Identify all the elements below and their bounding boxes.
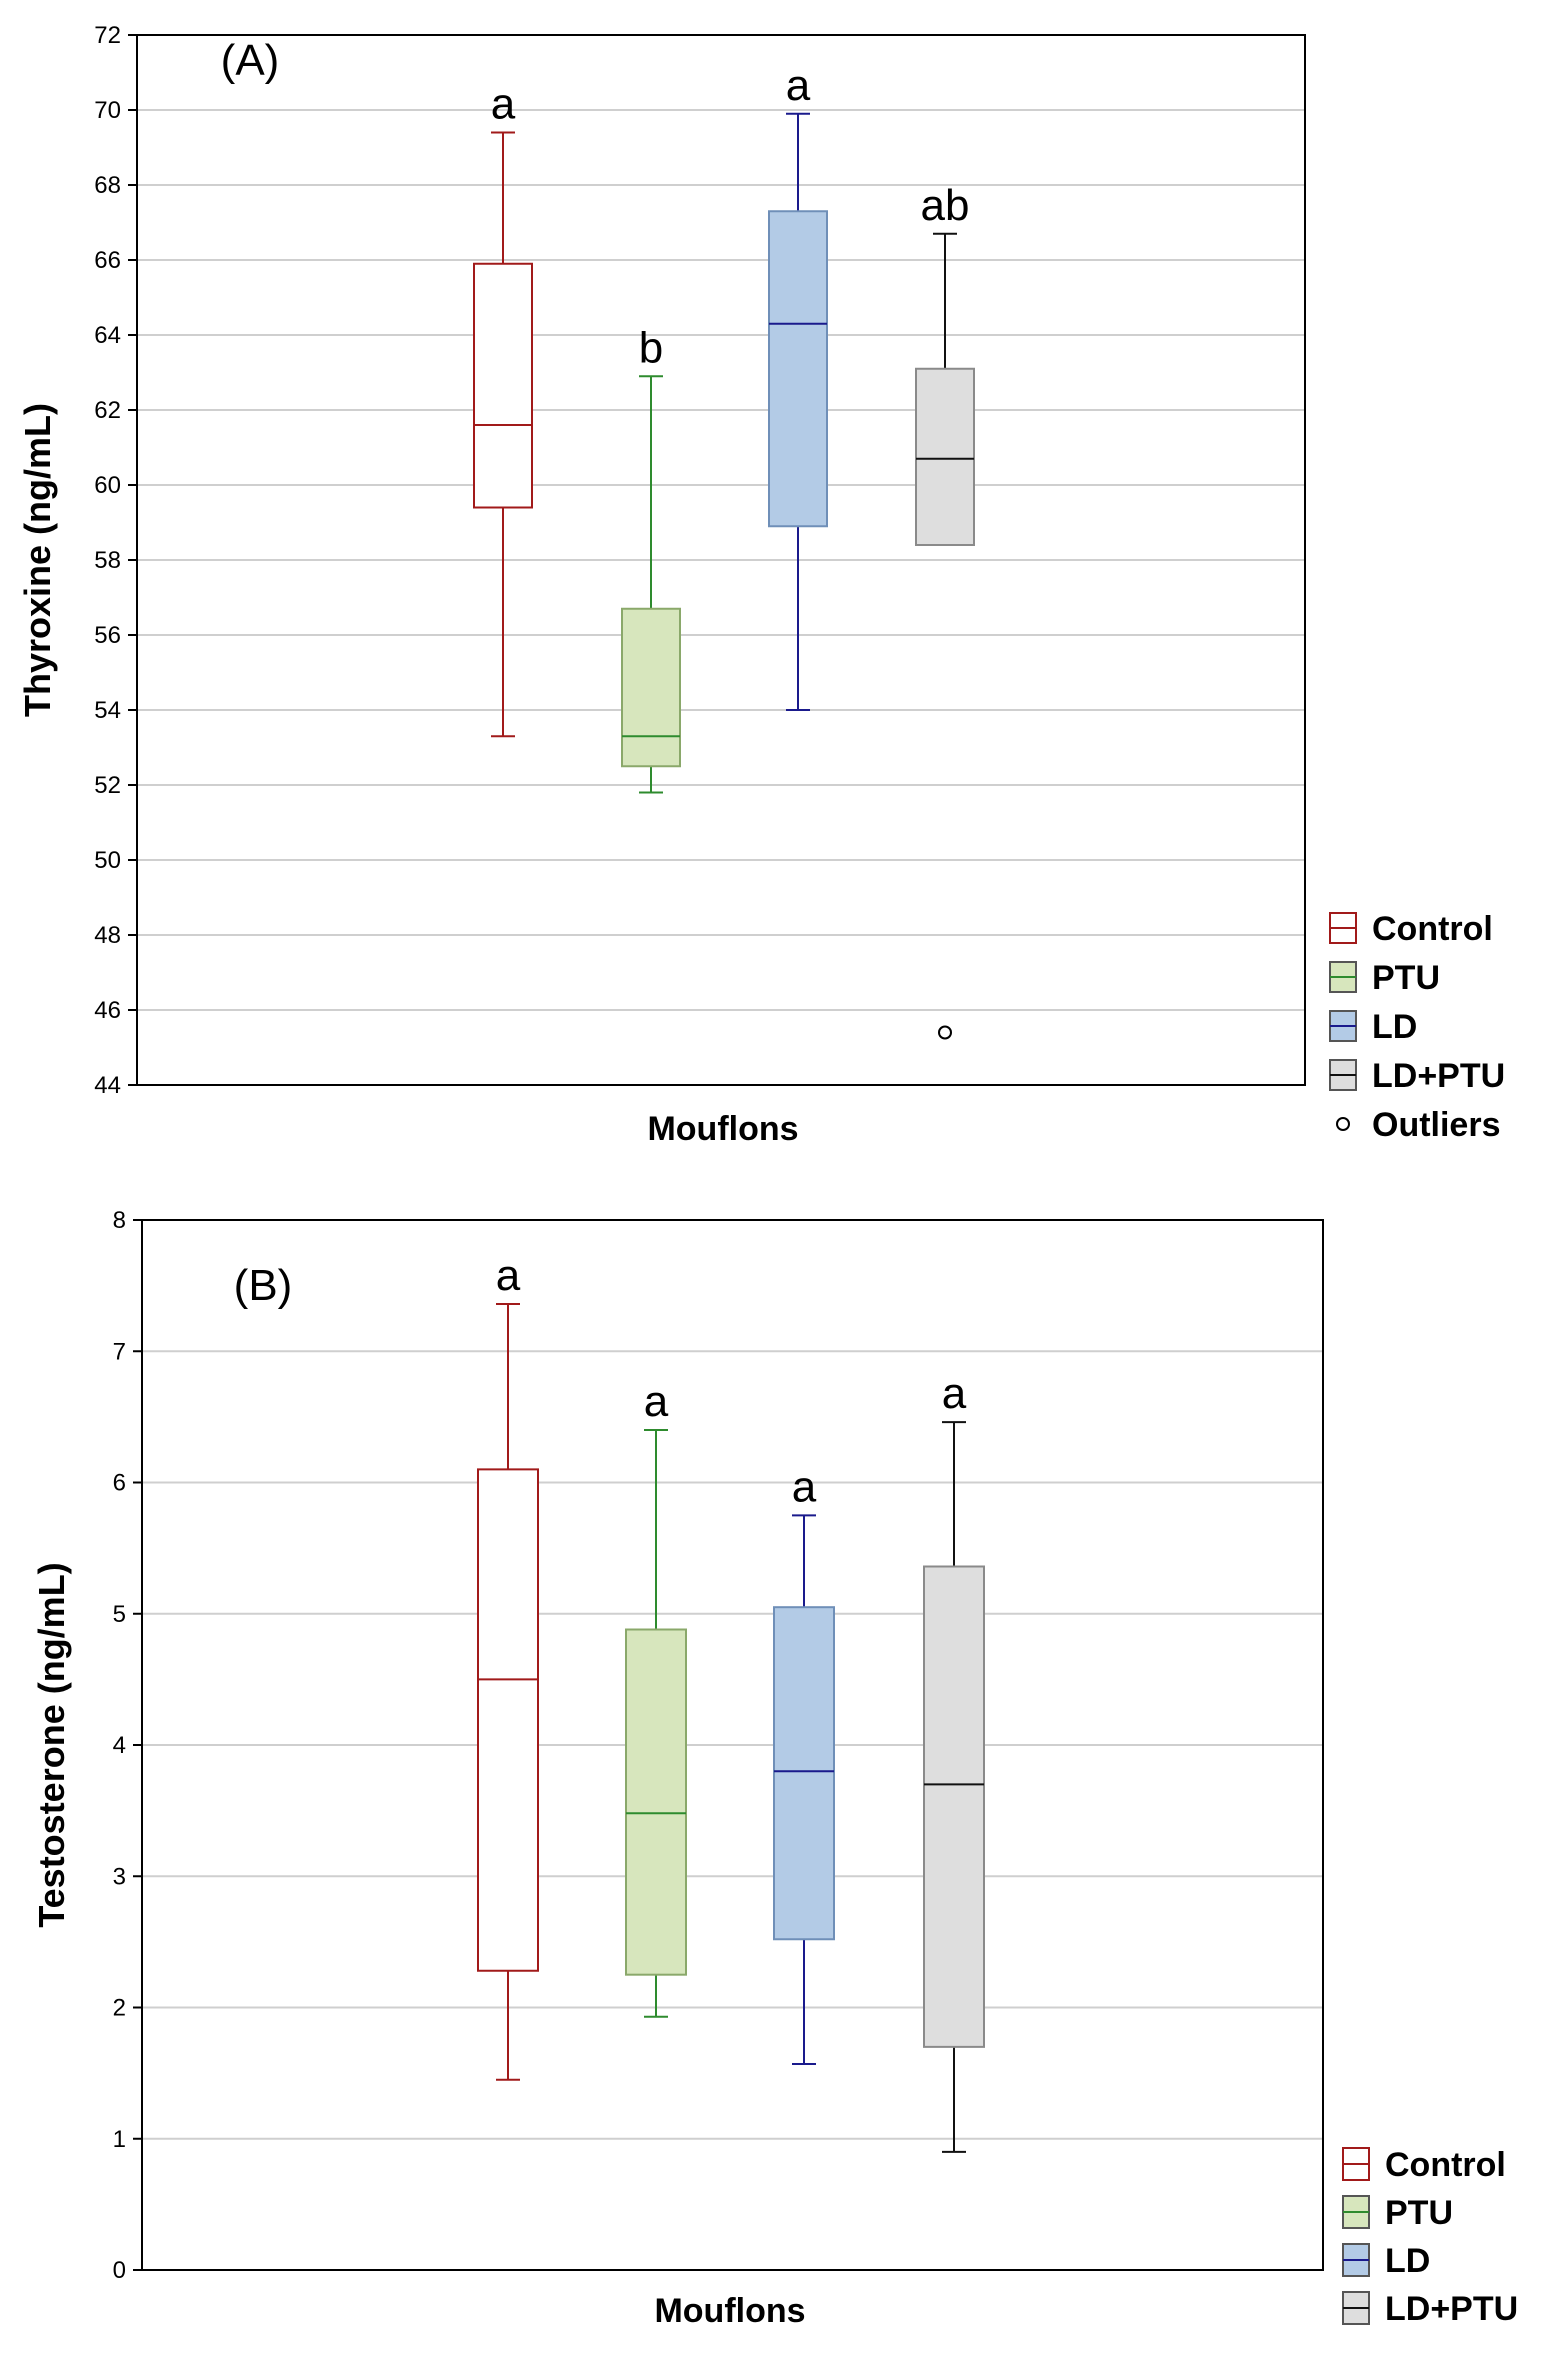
p2-panel: 0 1 2 3 4 5 6 7 8 a a a a (B) Mouflons Testosterone (ng… [31,1207,1518,2330]
p2-legend-label-1: PTU [1385,2194,1453,2232]
p1-x-axis-label: Mouflons [647,1110,798,1148]
p1-box-ld-ptu: ab [915,181,975,1040]
p2-x-axis-label: Mouflons [654,2292,805,2330]
p1-significance-letter-2: a [786,61,811,110]
p2-legend-label-0: Control [1385,2146,1506,2184]
p2-legend-label-2: LD [1385,2242,1430,2280]
p2-panel-label: (B) [234,1261,293,1310]
p1-significance-letter-3: ab [921,181,970,230]
p1-legend-label-3: LD+PTU [1372,1057,1505,1095]
p1-y-tick-label-4: 52 [94,772,121,799]
p2-box-control: a [477,1251,539,2081]
p2-y-tick-label-7: 7 [113,1338,126,1365]
p2-legend-label-3: LD+PTU [1385,2290,1518,2328]
p2-box-ld: a [773,1462,835,2065]
p1-outlier-point-3-0 [938,1025,952,1040]
p2-y-tick-label-8: 8 [113,1207,126,1234]
p1-legend-label-0: Control [1372,910,1493,948]
p2-iqr-box-1 [625,1628,687,1976]
p1-panel-label: (A) [221,36,280,85]
p2-y-axis-label: Testosterone (ng/mL) [31,1562,72,1927]
p1-iqr-box-2 [768,210,828,528]
p1-y-tick-label-12: 68 [94,172,121,199]
p1-legend-label-4: Outliers [1372,1106,1500,1144]
p1-y-tick-label-6: 56 [94,622,121,649]
p2-y-tick-label-6: 6 [113,1470,126,1497]
p2-y-tick-label-0: 0 [113,2257,126,2284]
p2-box-ld-ptu: a [923,1369,985,2153]
p1-y-tick-label-0: 44 [94,1072,121,1099]
p1-legend-label-2: LD [1372,1008,1417,1046]
p2-plot-frame [141,1219,1324,2271]
p2-significance-letter-1: a [644,1377,669,1426]
p2-y-tick-label-5: 5 [113,1601,126,1628]
p2-y-tick-label-2: 2 [113,1995,126,2022]
p1-significance-letter-1: b [639,323,663,372]
p1-iqr-box-0 [473,262,533,509]
p2-y-tick-label-3: 3 [113,1863,126,1890]
p1-y-tick-label-14: 72 [94,22,121,49]
p1-legend-label-1: PTU [1372,959,1440,997]
p2-iqr-box-3 [923,1565,985,2048]
p2-significance-letter-0: a [496,1251,521,1300]
p1-iqr-box-1 [621,607,681,768]
p1-y-tick-label-13: 70 [94,97,121,124]
p1-y-tick-label-2: 48 [94,922,121,949]
p1-legend: Control PTU LD LD+PTU Outliers [1329,910,1505,1144]
p2-y-tick-label-4: 4 [113,1732,126,1759]
p2-significance-letter-2: a [792,1462,817,1511]
p1-y-tick-label-5: 54 [94,697,121,724]
p2-legend: Control PTU LD LD+PTU [1342,2146,1518,2328]
p1-y-tick-label-9: 62 [94,397,121,424]
p1-y-axis-label: Thyroxine (ng/mL) [17,403,58,717]
p1-legend-outlier-symbol [1336,1117,1350,1131]
p1-y-tick-label-11: 66 [94,247,121,274]
p1-y-tick-label-3: 50 [94,847,121,874]
p2-iqr-box-2 [773,1606,835,1941]
p1-significance-letter-0: a [491,80,516,129]
p2-significance-letter-3: a [942,1369,967,1418]
p1-plot-frame [136,34,1306,1086]
p2-iqr-box-0 [477,1468,539,1972]
p1-iqr-box-3 [915,367,975,546]
p1-y-tick-label-10: 64 [94,322,121,349]
p1-y-tick-label-7: 58 [94,547,121,574]
p1-box-ld: a [768,61,828,711]
p1-y-tick-label-8: 60 [94,472,121,499]
p2-box-ptu: a [625,1377,687,2018]
p1-panel: 444648505254565860626466687072abaab(A)Mo… [17,22,1505,1148]
p1-y-tick-label-1: 46 [94,997,121,1024]
p1-box-control: a [473,80,533,738]
p1-box-ptu: b [621,323,681,794]
p2-y-tick-label-1: 1 [113,2126,126,2153]
